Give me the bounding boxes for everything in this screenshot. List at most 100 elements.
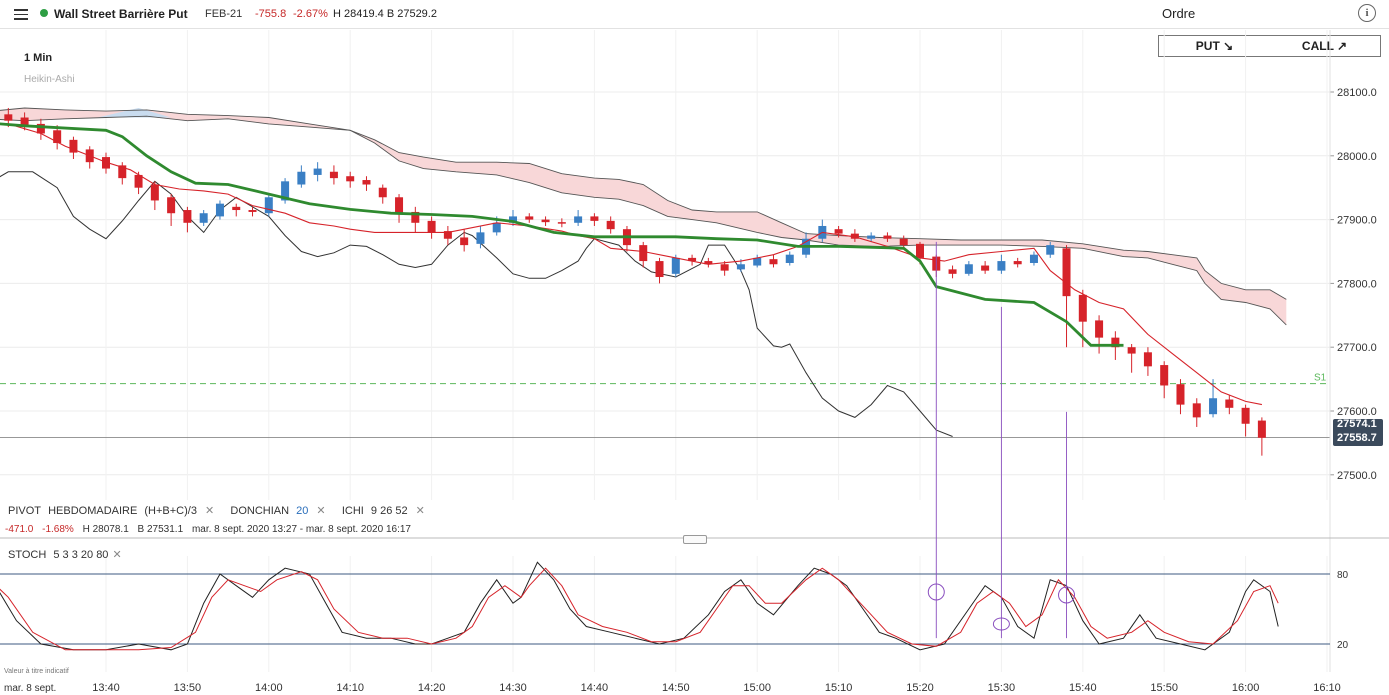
candle-26[interactable] (378, 187, 387, 198)
candle-63[interactable] (981, 265, 990, 271)
disclaimer-text: Valeur à titre indicatif (4, 668, 69, 675)
candle-66[interactable] (1029, 254, 1038, 263)
candle-62[interactable] (964, 264, 973, 274)
candle-38[interactable] (574, 216, 583, 223)
candle-61[interactable] (948, 269, 957, 274)
candle-27[interactable] (395, 197, 404, 214)
candle-79[interactable] (1241, 407, 1250, 424)
candle-65[interactable] (1013, 261, 1022, 265)
candle-35[interactable] (525, 216, 534, 220)
candle-40[interactable] (606, 220, 615, 230)
candle-59[interactable] (916, 243, 924, 258)
candle-50[interactable] (769, 259, 778, 265)
last-price-tag (1333, 419, 1383, 446)
candle-19[interactable] (264, 197, 273, 214)
candle-16[interactable] (215, 203, 224, 217)
candle-78[interactable] (1225, 399, 1234, 408)
candle-24[interactable] (346, 176, 355, 182)
ichi-label: ICHI (341, 505, 364, 517)
candle-9[interactable] (102, 157, 110, 169)
candle-67[interactable] (1046, 245, 1055, 255)
candle-22[interactable] (313, 168, 322, 175)
time-tick-label-9: 15:10 (825, 682, 853, 694)
price-change-pct: -2.67% (293, 8, 328, 20)
session-range: mar. 8 sept. 2020 13:27 - mar. 8 sept. 2… (191, 524, 411, 535)
candle-32[interactable] (476, 232, 485, 244)
candle-77[interactable] (1209, 398, 1218, 415)
candle-5[interactable] (36, 123, 45, 134)
candle-31[interactable] (460, 237, 469, 246)
candle-12[interactable] (150, 184, 159, 201)
candle-72[interactable] (1127, 347, 1136, 354)
candle-75[interactable] (1176, 384, 1185, 405)
candle-69[interactable] (1078, 294, 1087, 322)
candle-34[interactable] (509, 216, 517, 223)
candle-48[interactable] (736, 264, 745, 270)
menu-icon[interactable] (14, 6, 28, 20)
candle-70[interactable] (1095, 320, 1104, 338)
chart-type-label[interactable]: Heikin-Ashi (24, 74, 75, 85)
candle-29[interactable] (427, 220, 436, 233)
candle-23[interactable] (329, 171, 338, 179)
candle-30[interactable] (443, 231, 452, 239)
candle-64[interactable] (997, 261, 1006, 271)
annotation-circle-1[interactable] (992, 617, 1010, 631)
candle-51[interactable] (785, 254, 794, 263)
ichimoku-cloud-bull (97, 107, 172, 118)
candle-3[interactable] (4, 114, 13, 121)
candle-42[interactable] (639, 245, 648, 262)
remove-stoch-icon[interactable]: ✕ (112, 549, 122, 561)
candle-6[interactable] (53, 130, 62, 144)
candle-71[interactable] (1111, 337, 1120, 348)
candle-17[interactable] (232, 206, 241, 211)
candle-49[interactable] (753, 257, 762, 266)
candle-25[interactable] (362, 180, 371, 185)
candle-54[interactable] (834, 229, 843, 234)
candle-80[interactable] (1257, 420, 1266, 438)
candle-57[interactable] (883, 235, 892, 239)
candle-56[interactable] (867, 235, 876, 239)
candle-14[interactable] (183, 210, 192, 223)
candle-58[interactable] (899, 238, 908, 246)
time-tick-label-0: 13:40 (92, 682, 120, 694)
candle-18[interactable] (248, 210, 257, 212)
remove-pivot-icon[interactable]: ✕ (204, 505, 215, 517)
candle-76[interactable] (1192, 403, 1201, 418)
annotation-circle-2[interactable] (1058, 586, 1076, 604)
candle-33[interactable] (492, 222, 501, 233)
candle-73[interactable] (1143, 352, 1152, 367)
candle-15[interactable] (199, 213, 208, 223)
interval-label[interactable]: 1 Min (24, 52, 53, 64)
candle-39[interactable] (590, 216, 599, 221)
candle-44[interactable] (671, 257, 680, 274)
candle-74[interactable] (1160, 365, 1169, 386)
candle-13[interactable] (167, 197, 176, 214)
candle-55[interactable] (850, 233, 859, 239)
pane-resize-handle[interactable] (683, 535, 707, 544)
annotation-circle-0[interactable] (927, 583, 945, 601)
candle-43[interactable] (655, 261, 664, 278)
call-button[interactable]: CALL ↗ (1269, 35, 1381, 57)
candle-45[interactable] (688, 257, 697, 262)
candle-36[interactable] (541, 219, 550, 223)
candle-28[interactable] (411, 211, 420, 223)
candle-68[interactable] (1062, 248, 1071, 297)
candle-11[interactable] (134, 174, 143, 188)
candle-21[interactable] (297, 171, 306, 185)
candle-37[interactable] (557, 222, 566, 224)
remove-ichi-icon[interactable]: ✕ (415, 505, 425, 517)
pivot-formula: (H+B+C)/3 (144, 505, 197, 517)
candle-20[interactable] (281, 181, 290, 201)
candle-4[interactable] (20, 117, 29, 128)
instrument-name[interactable]: Wall Street Barrière Put (54, 7, 188, 21)
remove-donchian-icon[interactable]: ✕ (316, 505, 326, 517)
senkou-span-a (0, 107, 1287, 300)
support-s1-label: S1 (1314, 373, 1327, 384)
candle-10[interactable] (118, 165, 127, 179)
candle-7[interactable] (69, 139, 78, 153)
put-button[interactable]: PUT ↘ (1158, 35, 1271, 57)
info-icon[interactable]: i (1358, 4, 1376, 22)
candle-46[interactable] (704, 261, 713, 265)
candle-47[interactable] (720, 264, 729, 271)
